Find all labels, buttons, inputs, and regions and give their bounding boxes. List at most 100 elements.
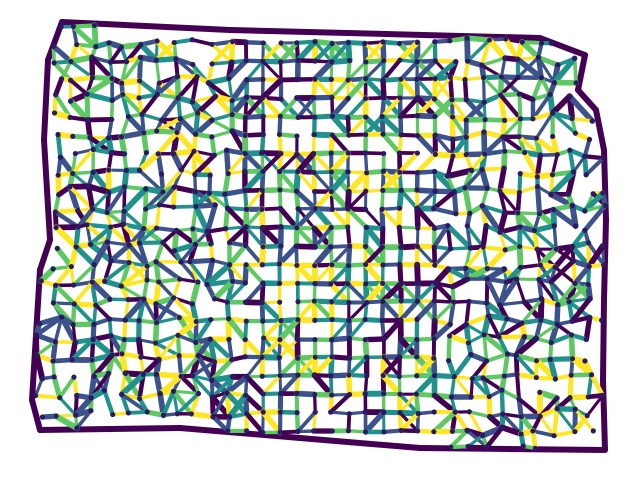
graph-node <box>362 206 369 213</box>
graph-edge <box>160 228 179 245</box>
graph-edge <box>229 76 250 104</box>
graph-node <box>260 76 266 82</box>
graph-node <box>187 259 193 265</box>
graph-node <box>453 211 459 217</box>
graph-node <box>346 299 352 306</box>
graph-node <box>397 95 403 101</box>
graph-edge <box>245 59 265 82</box>
graph-node <box>136 395 143 402</box>
graph-edge <box>555 407 577 434</box>
graph-node <box>192 189 199 195</box>
graph-edge <box>397 261 404 287</box>
graph-edge <box>555 322 574 337</box>
graph-edge <box>570 116 594 123</box>
graph-node <box>345 77 351 83</box>
graph-node <box>550 206 556 213</box>
graph-edge <box>470 358 489 381</box>
graph-edge <box>431 223 451 250</box>
graph-node <box>431 298 438 304</box>
graph-edge <box>210 129 234 139</box>
graph-node <box>278 40 284 46</box>
graph-node <box>68 263 74 270</box>
graph-edge <box>57 375 76 400</box>
graph-node <box>481 99 487 105</box>
graph-edge <box>517 171 523 195</box>
graph-edge <box>311 372 335 398</box>
graph-node <box>122 370 129 376</box>
graph-edge <box>330 244 352 267</box>
graph-node <box>363 188 369 194</box>
graph-edge <box>209 317 231 322</box>
graph-node <box>178 259 184 265</box>
graph-edge <box>311 131 336 139</box>
graph-node <box>583 336 589 342</box>
graph-edge <box>481 376 504 393</box>
graph-node <box>311 298 317 304</box>
graph-edge <box>481 76 486 104</box>
graph-node <box>190 226 196 232</box>
graph-edge <box>84 91 91 123</box>
graph-edge <box>143 189 165 212</box>
graph-edge <box>414 261 421 287</box>
graph-node <box>58 24 64 30</box>
graph-edge <box>51 110 74 121</box>
graph-edge <box>188 259 209 287</box>
graph-edge <box>572 154 587 174</box>
graph-edge <box>550 207 579 229</box>
graph-node <box>312 262 318 269</box>
graph-edge <box>482 76 503 97</box>
graph-edge <box>276 243 299 267</box>
graph-edge <box>71 375 79 398</box>
graph-edge <box>363 76 387 101</box>
graph-edge <box>278 40 300 65</box>
graph-node <box>536 276 542 283</box>
graph-node <box>413 391 419 397</box>
graph-edge <box>481 245 489 271</box>
graph-node <box>585 394 591 400</box>
graph-node <box>225 428 231 434</box>
graph-edge <box>125 113 147 136</box>
graph-node <box>295 372 301 378</box>
graph-edge <box>261 318 284 341</box>
graph-node <box>445 223 451 229</box>
graph-node <box>486 37 493 43</box>
graph-edge <box>413 355 437 379</box>
graph-edge <box>363 224 386 251</box>
graph-node <box>449 114 456 120</box>
graph-node <box>500 134 506 140</box>
graph-node <box>242 150 248 157</box>
graph-node <box>535 54 541 61</box>
graph-node <box>312 205 318 212</box>
graph-edge <box>462 185 473 217</box>
graph-node <box>75 207 81 214</box>
graph-edge <box>380 188 385 212</box>
graph-edge <box>397 225 420 230</box>
graph-node <box>328 373 334 379</box>
graph-edge <box>118 130 147 140</box>
graph-edge <box>533 317 544 341</box>
graph-node <box>445 266 451 272</box>
graph-edge <box>397 132 404 155</box>
graph-edge <box>534 111 555 140</box>
graph-node <box>397 317 404 323</box>
graph-edge <box>84 222 110 245</box>
graph-node <box>293 188 300 194</box>
graph-edge <box>70 23 99 50</box>
graph-node <box>397 410 403 416</box>
graph-node <box>432 76 438 82</box>
graph-edge <box>589 372 606 398</box>
graph-edge <box>469 377 474 399</box>
graph-node <box>136 317 142 324</box>
graph-edge <box>582 137 592 159</box>
graph-edge <box>105 184 127 215</box>
graph-node <box>109 75 115 82</box>
graph-node <box>137 55 144 61</box>
graph-node <box>177 276 183 282</box>
graph-node <box>328 409 334 415</box>
graph-node <box>481 332 487 338</box>
graph-node <box>260 58 266 64</box>
graph-edge <box>466 333 486 345</box>
graph-node <box>33 332 39 338</box>
graph-node <box>101 387 107 394</box>
graph-edge <box>154 295 176 325</box>
